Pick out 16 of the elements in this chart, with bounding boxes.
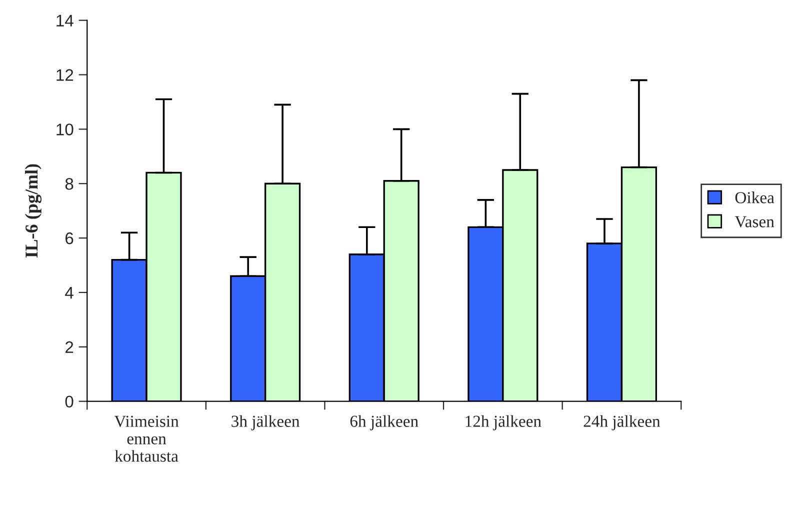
y-tick-label: 0 <box>65 396 74 408</box>
x-tick-label: 24h jälkeen <box>584 415 660 430</box>
y-axis-title: IL-6 (pg/ml) <box>24 164 42 258</box>
y-tick-label: 4 <box>65 287 74 298</box>
legend-label: Vasen <box>734 216 774 228</box>
y-tick-label: 8 <box>65 178 74 190</box>
y-tick-label: 12 <box>56 69 74 81</box>
y-tick-label: 2 <box>65 341 74 353</box>
x-tick-label: 6h jälkeen <box>350 415 418 430</box>
y-tick-label: 6 <box>66 232 74 244</box>
x-tick-label: 12h jälkeen <box>466 415 542 430</box>
x-tick-label: Viimeisin ennen kohtausta <box>114 416 179 462</box>
y-tick-label: 10 <box>56 124 74 136</box>
legend-label: Oikea <box>735 192 774 204</box>
x-tick-label: 3h jälkeen <box>232 415 300 430</box>
y-tick-label: 14 <box>56 14 74 26</box>
